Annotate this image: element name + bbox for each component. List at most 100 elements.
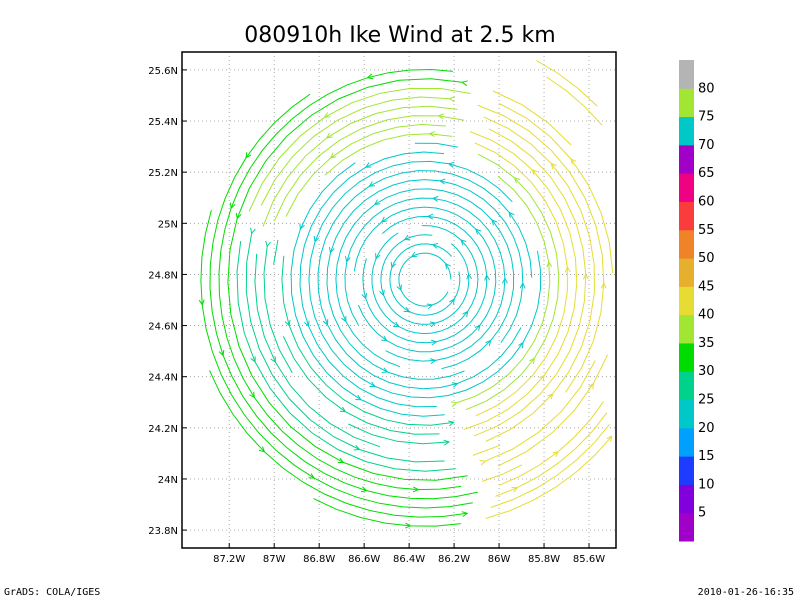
y-tick-label: 25.6N <box>148 66 178 77</box>
streamline-arrow <box>484 274 491 281</box>
streamline-arrow <box>448 420 455 427</box>
streamline-arrow <box>431 242 439 249</box>
streamline <box>472 444 501 456</box>
streamline-arrow <box>339 406 347 413</box>
streamline <box>262 105 458 227</box>
colorbar-label: 35 <box>698 336 715 351</box>
x-tick-label: 85.8W <box>528 554 560 565</box>
streamline-arrow <box>588 382 594 390</box>
streamline-arrow <box>218 349 225 357</box>
streamline <box>290 162 445 417</box>
streamline <box>371 225 479 335</box>
streamline-arrow <box>403 234 411 241</box>
streamline-arrow <box>355 394 362 401</box>
streamline-arrow <box>508 211 515 218</box>
streamline-arrow <box>313 236 320 243</box>
colorbar-swatch <box>679 342 694 372</box>
streamline-arrow <box>426 213 434 220</box>
streamline-arrow <box>405 522 412 529</box>
x-tick-label: 86.2W <box>438 554 470 565</box>
streamline <box>299 151 445 408</box>
streamline-arrow <box>430 339 438 346</box>
streamline-arrow <box>322 319 329 326</box>
colorbar-label: 10 <box>698 477 715 492</box>
streamline <box>362 215 488 344</box>
colorbar-label: 5 <box>698 506 706 521</box>
streamline-arrow <box>529 357 535 364</box>
colorbar: 5 10 15 20 25 30 35 40 45 50 55 60 65 70 75 80 <box>679 60 715 542</box>
streamline-arrow <box>449 298 455 305</box>
streamline-arrow <box>450 401 458 407</box>
colorbar-label: 65 <box>698 166 715 181</box>
streamline-arrow <box>474 324 481 331</box>
x-tick-label: 85.6W <box>573 554 605 565</box>
streamline-arrow <box>519 282 526 289</box>
y-tick-label: 24N <box>158 475 178 486</box>
colorbar-label: 30 <box>698 364 715 379</box>
streamline <box>456 175 551 404</box>
colorbar-label: 75 <box>698 110 715 125</box>
streamline-arrow <box>308 473 316 479</box>
streamline-arrow <box>426 303 434 310</box>
streamline <box>227 78 468 481</box>
streamline-arrow <box>364 162 372 168</box>
streamline-arrow <box>353 444 361 451</box>
streamline-arrow <box>491 219 498 226</box>
streamline <box>326 179 524 380</box>
colorbar-swatch <box>679 484 694 514</box>
colorbar-swatch <box>679 258 694 287</box>
colorbar-label: 20 <box>698 421 715 436</box>
streamline-arrow <box>381 367 389 373</box>
streamline-arrow <box>258 446 266 453</box>
colorbar-swatch <box>679 371 694 401</box>
streamline-arrow <box>606 435 613 442</box>
streamline-arrow <box>412 486 420 493</box>
streamline-arrow <box>462 310 469 318</box>
streamline-arrow <box>393 321 400 328</box>
streamline <box>248 87 471 212</box>
streamline <box>477 104 605 393</box>
streamline-arrow <box>368 181 376 187</box>
streamline-arrow <box>429 321 437 328</box>
streamline-arrow <box>284 319 291 327</box>
streamline <box>492 90 572 146</box>
colorbar-label: 45 <box>698 279 715 294</box>
streamline <box>474 128 587 437</box>
streamline-arrow <box>444 262 451 270</box>
streamline-arrow <box>325 132 333 139</box>
streamline <box>254 253 381 448</box>
streamline-arrow <box>582 273 589 280</box>
streamline-arrow <box>448 96 456 103</box>
streamline-arrow <box>552 451 559 458</box>
streamline-arrow <box>430 358 437 365</box>
streamline <box>499 103 614 274</box>
colorbar-swatch <box>679 399 694 429</box>
colorbar-swatch <box>679 229 694 259</box>
streamline-arrow <box>379 289 385 297</box>
streamline <box>245 233 445 463</box>
plot-frame <box>181 51 617 549</box>
y-tick-label: 24.2N <box>148 424 178 435</box>
y-tick-label: 23.8N <box>148 526 178 537</box>
streamline-arrow <box>600 282 607 289</box>
streamline-arrow <box>447 161 455 168</box>
streamline-arrow <box>546 260 553 268</box>
streamline <box>474 142 568 417</box>
streamline <box>317 170 533 390</box>
streamline-arrow <box>479 459 487 466</box>
streamline-arrow <box>564 265 571 273</box>
streamline-arrow <box>341 315 347 323</box>
streamline-arrow <box>461 80 468 87</box>
streamline-arrow <box>375 253 381 260</box>
streamline-arrow <box>369 381 377 387</box>
streamline-arrow <box>373 199 381 206</box>
y-tick-label: 24.6N <box>148 322 178 333</box>
streamline-arrow <box>547 393 554 400</box>
streamline-arrow <box>570 158 577 165</box>
streamline <box>465 153 560 411</box>
colorbar-swatch <box>679 201 694 231</box>
y-axis-ticks: 23.8N 24N 24.2N 24.4N 24.6N 24.8N 25N 25.2N 25.4… <box>148 66 187 537</box>
colorbar-swatch <box>679 427 694 457</box>
streamline <box>273 115 465 222</box>
streamline <box>348 423 450 445</box>
